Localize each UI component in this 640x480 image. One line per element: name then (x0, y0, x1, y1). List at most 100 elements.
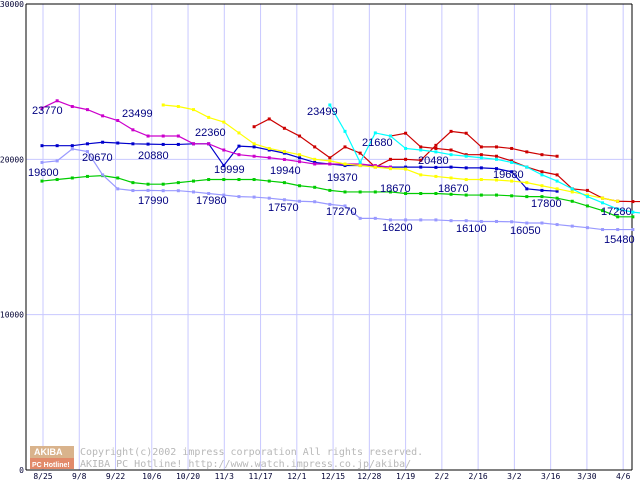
series-point (328, 162, 332, 166)
series-point (176, 189, 180, 193)
series-line (41, 100, 391, 168)
chart-axes (25, 3, 633, 471)
series-point (116, 141, 120, 145)
series-point (267, 179, 271, 183)
series-point (525, 187, 529, 191)
series-point (388, 165, 392, 169)
series-point (101, 173, 105, 177)
data-label: 16200 (382, 222, 413, 234)
x-tick-labels: 8/25 9/8 9/22 10/6 10/20 11/3 11/17 12/1 12/15 12… (33, 472, 630, 480)
series-point (555, 154, 559, 158)
series-point (570, 199, 574, 203)
data-label: 19940 (270, 165, 301, 177)
series-point (449, 219, 453, 223)
series-point (343, 190, 347, 194)
series-point (85, 174, 89, 178)
series-point (298, 160, 302, 164)
series-point (131, 128, 135, 132)
series-point (298, 199, 302, 203)
x-tick-label: 3/30 (577, 472, 596, 480)
y-tick-label: 20000 (0, 155, 24, 164)
series-point (207, 115, 211, 119)
series-point (328, 188, 332, 192)
series-point (525, 181, 529, 185)
series-point (388, 134, 392, 138)
data-label: 20880 (138, 150, 169, 162)
series-point (434, 218, 438, 222)
y-tick-labels: 0 10000 20000 30000 (0, 0, 24, 475)
series-point (192, 142, 195, 146)
series-point (373, 190, 377, 194)
series-point (525, 150, 529, 154)
series-point (298, 153, 302, 157)
series-point (146, 188, 150, 192)
series-point (434, 192, 438, 196)
x-tick-label: 11/17 (249, 472, 273, 480)
series-point (207, 192, 211, 196)
data-label: 23770 (32, 105, 63, 117)
series-point (237, 131, 241, 135)
logo-text-bottom: PC Hotline! (32, 462, 70, 469)
series-point (358, 190, 362, 194)
series-point (252, 125, 256, 129)
series-point (434, 174, 438, 178)
series-point (267, 156, 271, 160)
series-point (252, 195, 256, 199)
logo-box-bottom (30, 458, 74, 469)
series-point (495, 219, 498, 223)
series-point (601, 196, 605, 200)
series-point (555, 189, 559, 193)
series-point (464, 153, 468, 157)
data-label: 16100 (456, 223, 487, 235)
series-point (373, 165, 377, 169)
series-point (434, 146, 438, 150)
series-line (41, 148, 633, 231)
series-point (525, 195, 529, 199)
series-point (585, 195, 589, 199)
series-point (358, 164, 362, 168)
series-point (237, 178, 241, 182)
series-point (161, 189, 165, 193)
data-label: 21680 (362, 137, 393, 149)
series-point (404, 131, 408, 135)
series-point (298, 134, 302, 138)
series-point (176, 142, 180, 146)
copyright-line-1: Copyright(c)2002 impress corporation All… (80, 447, 423, 458)
series-point (373, 164, 377, 168)
series-point (540, 188, 544, 192)
series-point (358, 216, 362, 220)
series-point (222, 120, 226, 124)
x-tick-label: 3/16 (541, 472, 560, 480)
series-point (631, 215, 635, 219)
x-tick-label: 12/1 (287, 472, 306, 480)
x-tick-label: 9/22 (106, 472, 125, 480)
series-point (373, 131, 377, 135)
series-point (85, 150, 89, 154)
series-point (343, 129, 347, 133)
series-point (555, 187, 559, 191)
series-point (449, 148, 453, 152)
data-label: 17980 (196, 195, 227, 207)
series-point (313, 185, 317, 189)
x-tick-label: 12/15 (321, 472, 345, 480)
series-point (510, 179, 514, 183)
series-point (464, 131, 468, 135)
series-point (161, 142, 165, 146)
series-point (404, 218, 408, 222)
series-point (601, 201, 605, 205)
series-point (525, 165, 529, 169)
series-point (479, 145, 483, 149)
x-tick-label: 2/16 (468, 472, 487, 480)
x-tick-label: 8/25 (33, 472, 52, 480)
series-point (449, 165, 453, 169)
series-point (85, 142, 89, 146)
series-point (282, 126, 286, 130)
data-label: 19370 (327, 172, 358, 184)
data-label: 17280 (601, 206, 632, 218)
series-point (616, 199, 620, 203)
data-label: 23499 (307, 106, 338, 118)
series-point (616, 228, 620, 232)
data-label: 18670 (438, 183, 469, 195)
series-point (55, 99, 59, 103)
series-point (404, 157, 408, 161)
